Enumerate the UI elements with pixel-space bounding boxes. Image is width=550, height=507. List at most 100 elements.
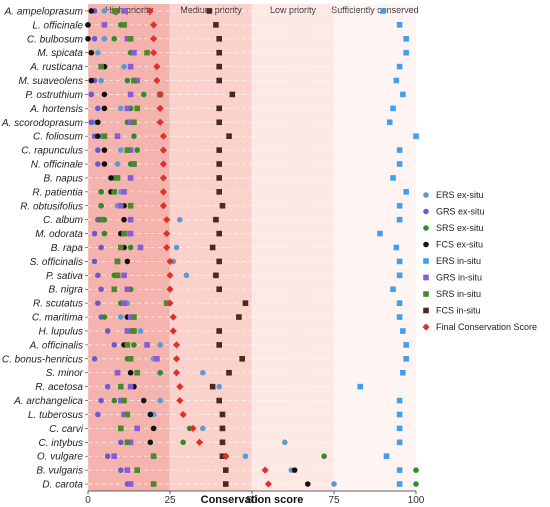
legend-item-srs-ex-situ: SRS ex-situ — [423, 223, 484, 233]
point-ers-ex-situ — [242, 453, 249, 460]
point-srs-in-situ — [98, 63, 104, 70]
point-ers-in-situ — [403, 342, 409, 348]
point-final-conservation-score — [159, 160, 168, 168]
point-grs-in-situ — [121, 8, 127, 14]
point-ers-ex-situ — [101, 35, 108, 42]
legend-label: ERS in-situ — [436, 256, 481, 266]
point-grs-ex-situ — [98, 286, 104, 293]
point-ers-ex-situ — [177, 216, 183, 223]
point-fcs-ex-situ — [88, 49, 95, 56]
point-srs-ex-situ — [180, 439, 186, 446]
point-grs-in-situ — [124, 35, 131, 42]
point-grs-ex-situ — [95, 147, 101, 153]
point-fcs-in-situ — [216, 189, 222, 195]
point-ers-in-situ — [396, 314, 403, 320]
point-fcs-in-situ — [213, 272, 219, 279]
point-srs-in-situ — [114, 272, 121, 279]
point-fcs-in-situ — [216, 258, 222, 265]
point-ers-ex-situ — [118, 105, 124, 112]
point-srs-in-situ — [124, 147, 131, 153]
x-tick-label: 75 — [328, 495, 340, 506]
point-ers-in-situ — [413, 133, 419, 139]
legend-marker-srs-in-situ — [423, 291, 429, 297]
species-label: R. acetosa — [35, 382, 83, 393]
point-fcs-in-situ — [236, 314, 242, 320]
legend: ERS ex-situ GRS ex-situ SRS ex-situ FCS ex-… — [422, 190, 537, 332]
point-grs-ex-situ — [95, 105, 101, 112]
point-fcs-ex-situ — [101, 105, 108, 112]
point-final-conservation-score — [150, 21, 158, 29]
point-final-conservation-score — [163, 243, 171, 252]
point-grs-in-situ — [134, 425, 140, 432]
point-fcs-ex-situ — [304, 481, 311, 487]
point-grs-ex-situ — [91, 35, 98, 42]
point-srs-in-situ — [111, 286, 118, 293]
point-fcs-in-situ — [213, 216, 219, 223]
legend-item-final-conservation-score: Final Conservation Score — [422, 322, 537, 332]
species-label: O. vulgare — [37, 452, 84, 463]
point-ers-in-situ — [396, 397, 403, 404]
point-fcs-in-situ — [216, 230, 222, 237]
point-ers-in-situ — [393, 77, 400, 84]
species-label: R. obtusifolius — [20, 201, 83, 212]
species-label: L. officinale — [32, 20, 83, 31]
point-grs-in-situ — [127, 175, 134, 181]
point-fcs-ex-situ — [140, 397, 147, 404]
point-grs-in-situ — [127, 119, 134, 126]
point-ers-ex-situ — [331, 481, 337, 487]
x-tick-label: 100 — [408, 495, 425, 506]
point-fcs-ex-situ — [101, 161, 108, 167]
species-label: C. intybus — [39, 438, 83, 449]
species-label: R. scutatus — [33, 299, 83, 310]
point-ers-in-situ — [403, 35, 409, 42]
point-grs-in-situ — [154, 356, 160, 362]
point-ers-in-situ — [400, 328, 406, 334]
point-srs-in-situ — [114, 258, 121, 265]
point-srs-in-situ — [127, 356, 134, 362]
point-final-conservation-score — [156, 104, 164, 112]
point-fcs-ex-situ — [127, 369, 134, 376]
point-ers-in-situ — [396, 22, 403, 28]
point-grs-ex-situ — [88, 119, 95, 126]
point-grs-ex-situ — [98, 397, 104, 404]
point-final-conservation-score — [156, 118, 164, 126]
legend-item-grs-in-situ: GRS in-situ — [423, 273, 482, 283]
species-label: B. nigra — [49, 285, 84, 296]
point-ers-in-situ — [396, 272, 403, 279]
series-fcs-in-situ — [206, 8, 249, 487]
point-ers-in-situ — [400, 91, 406, 98]
species-label: P. ostruthium — [25, 90, 83, 101]
point-final-conservation-score — [150, 49, 158, 57]
point-fcs-in-situ — [216, 77, 222, 84]
point-fcs-in-situ — [242, 300, 249, 306]
point-final-conservation-score — [179, 410, 187, 419]
species-label: B. napus — [44, 173, 83, 184]
point-fcs-in-situ — [219, 202, 226, 209]
x-axis-title: Conservation score — [201, 494, 304, 506]
legend-label: SRS in-situ — [436, 289, 481, 299]
point-grs-in-situ — [131, 49, 137, 56]
point-ers-in-situ — [390, 175, 396, 181]
point-fcs-in-situ — [229, 91, 236, 98]
point-grs-ex-situ — [91, 356, 98, 362]
species-label: C. foliosum — [33, 132, 83, 143]
point-srs-in-situ — [131, 314, 137, 320]
legend-label: FCS in-situ — [436, 306, 481, 316]
legend-label: ERS ex-situ — [436, 190, 484, 200]
point-grs-ex-situ — [91, 230, 98, 237]
point-ers-ex-situ — [98, 77, 104, 84]
point-final-conservation-score — [222, 452, 230, 460]
point-fcs-in-situ — [216, 147, 222, 153]
point-fcs-ex-situ — [88, 8, 95, 14]
point-srs-in-situ — [134, 467, 140, 473]
species-label: H. lupulus — [39, 326, 83, 337]
point-grs-in-situ — [101, 22, 108, 28]
point-ers-in-situ — [393, 244, 400, 251]
point-grs-ex-situ — [104, 328, 111, 334]
point-final-conservation-score — [159, 146, 168, 154]
point-ers-in-situ — [386, 119, 393, 126]
point-ers-ex-situ — [121, 63, 127, 70]
legend-marker-ers-ex-situ — [423, 192, 429, 198]
point-srs-in-situ — [144, 49, 150, 56]
legend-label: GRS in-situ — [436, 273, 482, 283]
